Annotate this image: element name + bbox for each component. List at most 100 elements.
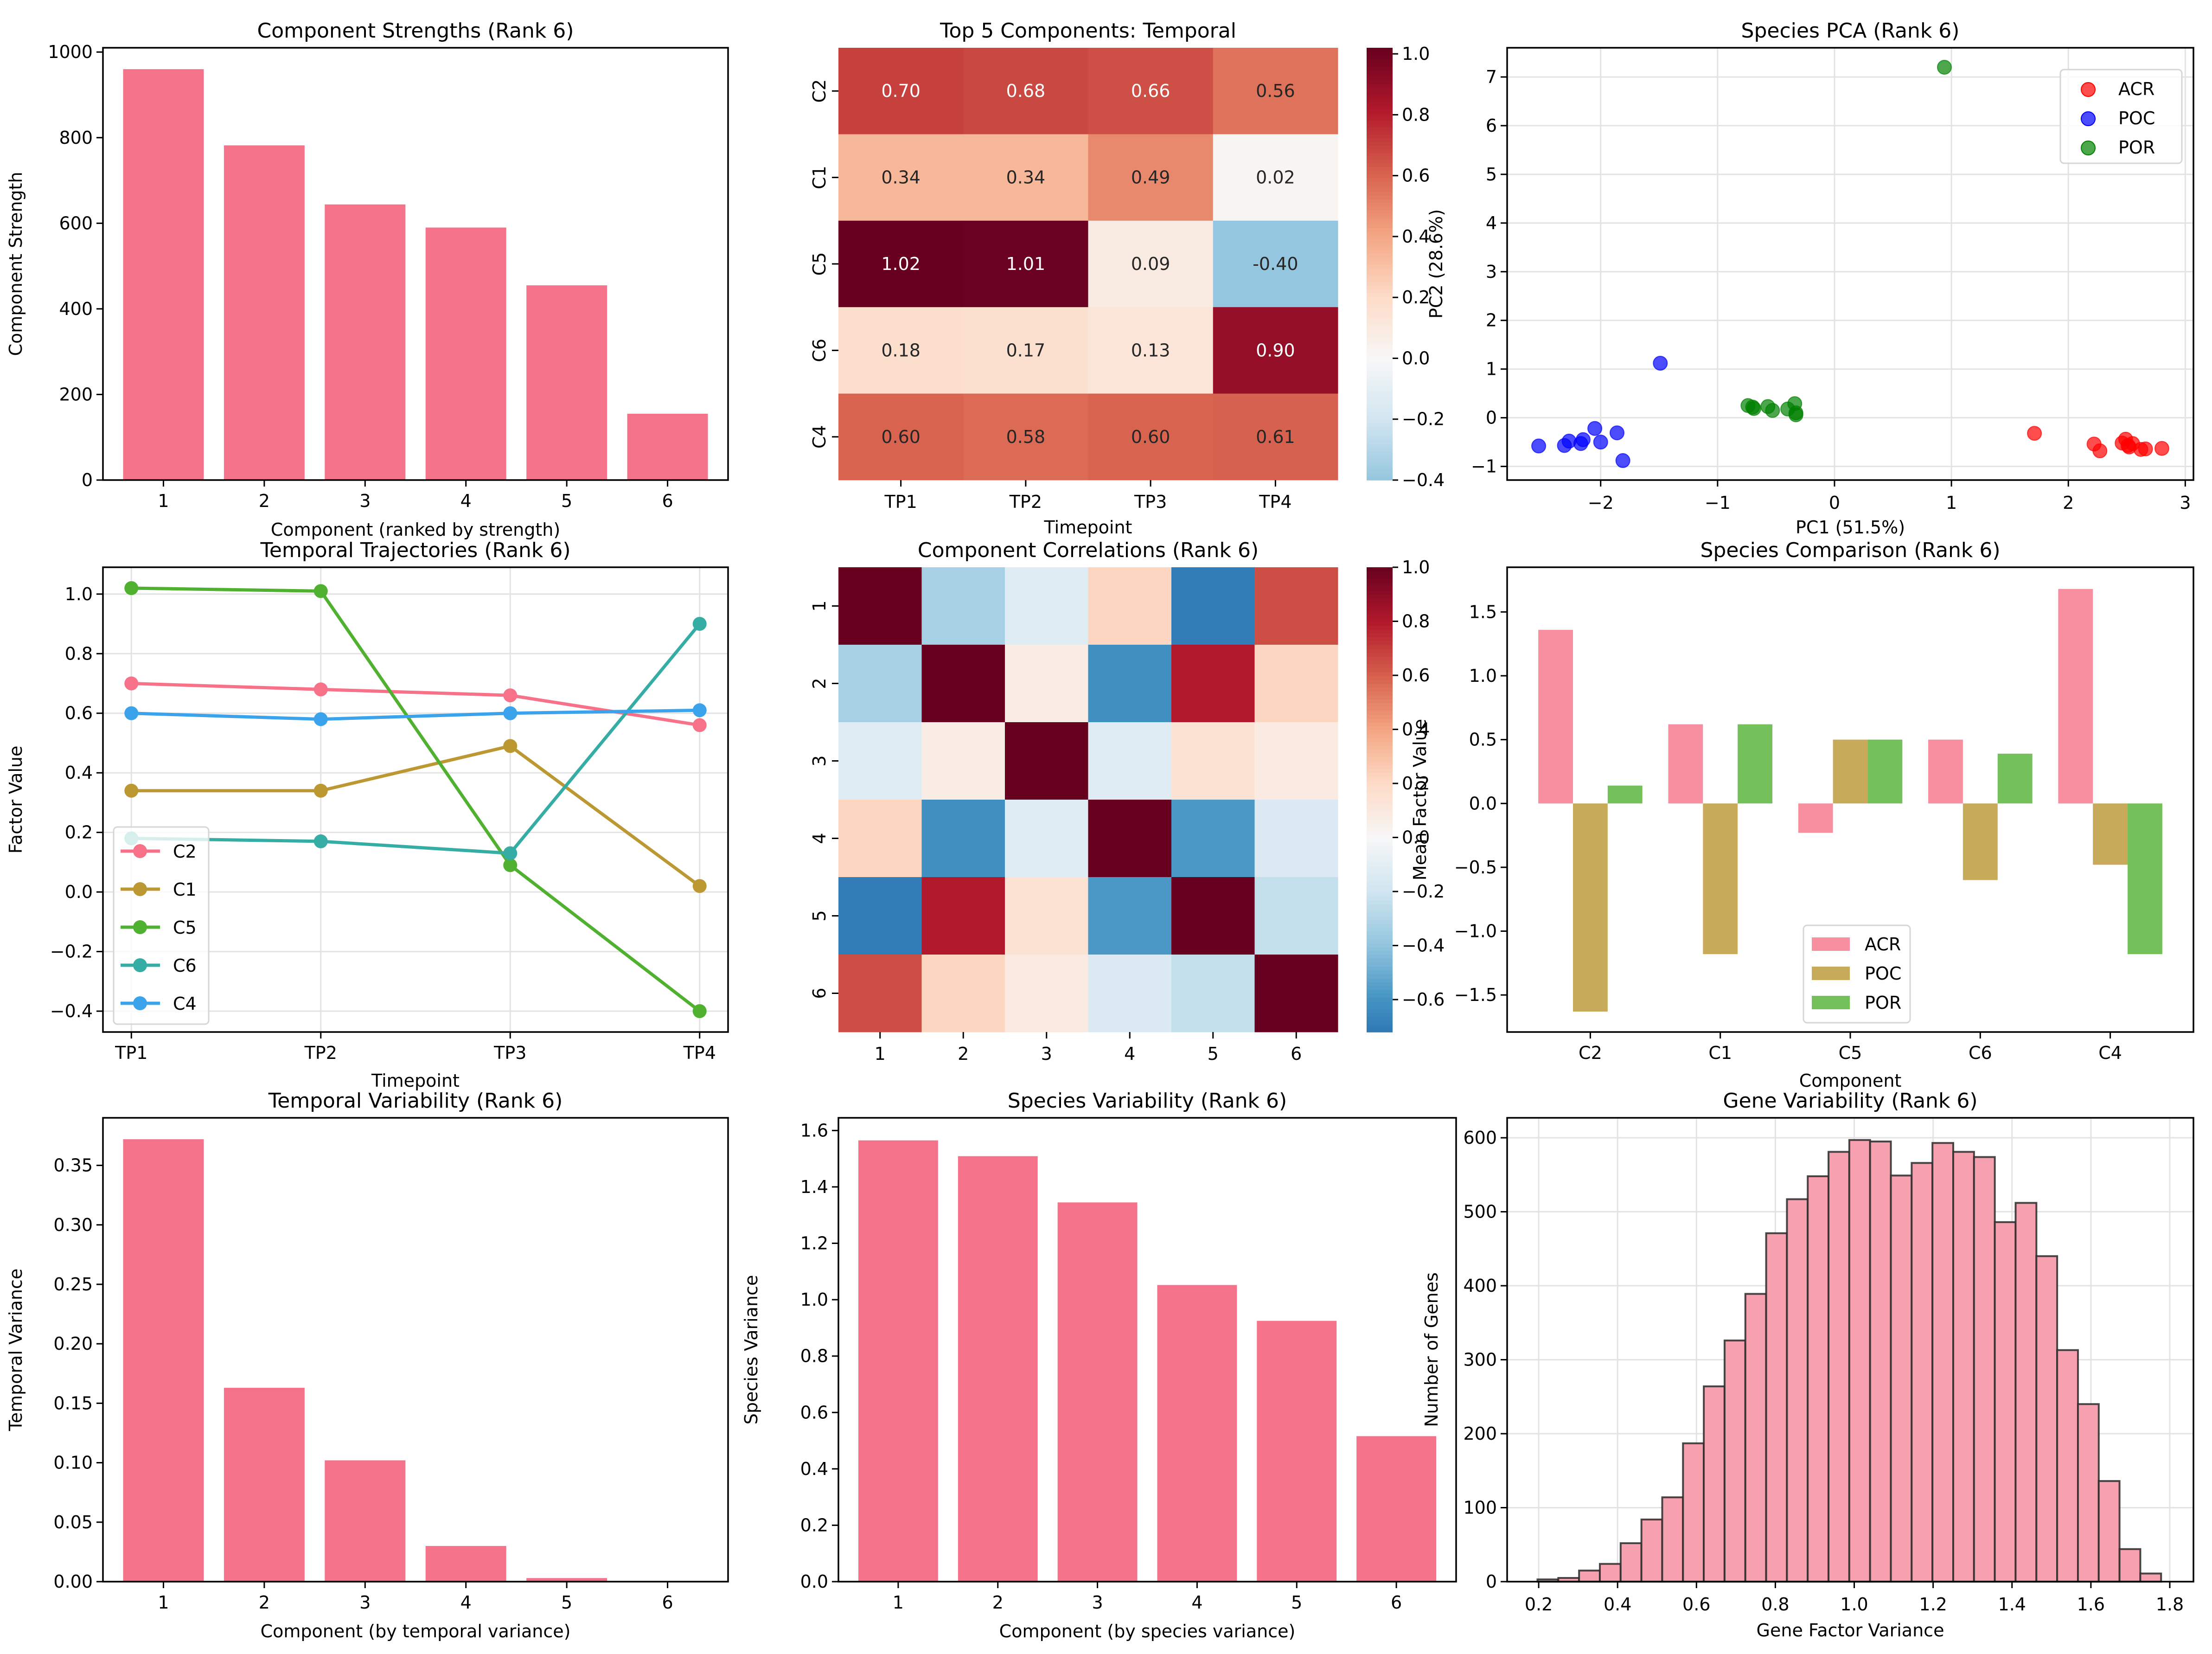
colorbar-segment [1367,908,1393,912]
colorbar-segment [1367,1028,1393,1032]
colorbar-segment [1367,807,1393,812]
colorbar-segment [1367,87,1393,91]
y-tick-label: 6 [809,987,830,999]
colorbar-segment [1367,249,1393,254]
bar [526,285,607,480]
colorbar-segment [1367,235,1393,239]
x-tick-label: 2 [259,491,270,511]
colorbar-segment [1367,246,1393,250]
colorbar-segment [1367,858,1393,862]
colorbar-segment [1367,105,1393,109]
colorbar-segment [1367,780,1393,785]
colorbar-segment [1367,850,1393,854]
x-tick-label: 1 [1946,493,1957,513]
histogram-bin [1828,1151,1850,1583]
scatter-point-acr [2154,441,2169,456]
scatter-point-poc [1531,438,1547,454]
colorbar-segment [1367,950,1393,955]
cell-value: 0.70 [881,81,921,101]
colorbar-segment [1367,834,1393,839]
colorbar-segment [1367,792,1393,796]
y-tick-label: −1.0 [1454,921,1497,942]
heatmap-cell [1213,393,1338,481]
series-point-c1 [313,783,328,798]
colorbar-segment [1367,195,1393,199]
x-tick-label: 5 [1208,1044,1219,1064]
x-axis-label: Component (ranked by strength) [271,519,560,540]
colorbar-segment [1367,465,1393,470]
legend-swatch [1812,996,1850,1009]
colorbar-segment [1367,300,1393,304]
colorbar-segment [1367,332,1393,337]
bar [224,145,305,480]
x-tick-label: 0 [1829,493,1840,513]
colorbar-segment [1367,861,1393,866]
histogram-bin [1578,1570,1601,1583]
colorbar-segment [1367,660,1393,665]
colorbar-segment [1367,974,1393,978]
series-point-c2 [124,676,139,691]
bar [1157,1285,1237,1582]
colorbar-segment [1367,981,1393,986]
colorbar-segment [1367,947,1393,951]
heatmap-cell [963,220,1088,308]
colorbar-segment [1367,401,1393,405]
heatmap-cell [1254,645,1338,723]
heatmap-cell [838,722,922,800]
scatter-point-por [1788,407,1803,423]
colorbar-segment [1367,942,1393,948]
colorbar-segment [1367,617,1393,622]
heatmap-cell [1005,567,1088,645]
colorbar-segment [1367,397,1393,401]
colorbar-segment [1367,55,1393,59]
colorbar-segment [1367,372,1393,376]
bar [123,69,204,480]
colorbar-segment [1367,846,1393,851]
y-tick-label: 5 [809,910,830,921]
y-tick-label: 1.0 [1469,666,1497,686]
y-tick-label: 0.10 [53,1453,93,1473]
x-tick-label: C4 [2098,1043,2122,1063]
histogram-bin [1911,1162,1934,1583]
cell-value: 0.09 [1131,254,1170,274]
x-tick-label: 1.4 [1998,1594,2026,1615]
colorbar-segment [1367,346,1393,351]
colorbar-segment [1367,448,1393,452]
colorbar-segment [1367,379,1393,384]
colorbar-segment [1367,393,1393,398]
y-tick-label: 200 [1463,1423,1497,1444]
cell-value: 0.90 [1256,340,1295,360]
colorbar-segment [1367,138,1393,142]
colorbar-segment [1367,939,1393,943]
colorbar-segment [1367,1008,1393,1013]
heatmap-cell [1088,393,1214,481]
colorbar-segment [1367,1020,1393,1025]
heatmap-cell [838,877,922,955]
colorbar-segment [1367,51,1393,56]
scatter-point-por [1937,59,1952,75]
colorbar-segment [1367,927,1393,932]
colorbar-segment [1367,830,1393,835]
heatmap-cell [1254,877,1338,955]
y-tick-label: 800 [59,128,93,148]
colorbar-segment [1367,1016,1393,1021]
colorbar-segment [1367,757,1393,762]
cell-value: 1.02 [881,254,921,274]
species-pca-panel: −2 −1 0 1 2 3 −1 0 1 2 3 4 5 6 7 ACR POC POR Species PCA (… [1426,19,2194,538]
cell-value: 0.02 [1256,167,1295,188]
x-tick-label: 3 [359,491,371,511]
colorbar-segment [1367,761,1393,765]
axes-frame [1506,47,2194,481]
component-strengths-panel: 0 200 400 600 800 1000 1 2 3 4 5 6 Component Strengt… [6,19,729,540]
x-tick-label: 0.2 [1525,1594,1553,1615]
y-tick-label: C4 [809,425,830,449]
colorbar-tick-label: 0.0 [1402,348,1430,368]
y-tick-label: 6 [1486,115,1497,136]
heatmap-cell [1088,567,1172,645]
colorbar-segment [1367,621,1393,626]
colorbar-segment [1367,749,1393,754]
cell-value: 0.60 [1131,427,1170,447]
colorbar-segment [1367,167,1393,171]
colorbar-segment [1367,436,1393,441]
colorbar-segment [1367,404,1393,409]
